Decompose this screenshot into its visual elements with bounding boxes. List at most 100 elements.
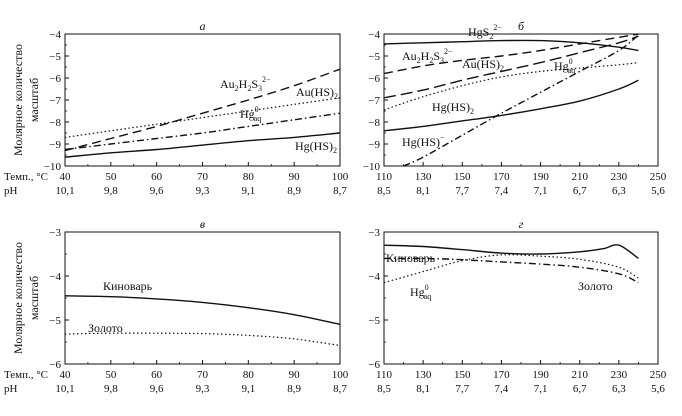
series-label: HgS22− bbox=[468, 23, 502, 41]
y-axis-title-bottom-line1: Молярное количество bbox=[11, 242, 25, 354]
x-axis-title-ph: pH bbox=[4, 383, 18, 395]
series-line bbox=[64, 68, 341, 152]
y-axis-title-bottom-line2: масштаб bbox=[27, 276, 41, 320]
x-axis-title-temp: Темп., °C bbox=[4, 171, 48, 183]
x-tick-label: 80 bbox=[243, 369, 255, 381]
y-tick-label: −3 bbox=[49, 227, 61, 239]
ph-tick-label: 9,3 bbox=[196, 383, 210, 395]
ph-tick-label: 7,4 bbox=[495, 185, 509, 197]
y-axis-title-top-line1: Молярное количество bbox=[11, 44, 25, 156]
y-tick-label: −5 bbox=[368, 315, 380, 327]
ph-tick-label: 7,1 bbox=[534, 383, 548, 395]
y-tick-label: −4 bbox=[368, 271, 380, 283]
series-line bbox=[383, 257, 639, 284]
panel-label: г bbox=[519, 217, 524, 231]
x-tick-label: 100 bbox=[332, 369, 349, 381]
x-tick-label: 130 bbox=[415, 369, 432, 381]
x-axis-title-ph: pH bbox=[4, 185, 18, 197]
chart-panel-в: в −3 −4 −5 −640 10,1 50 9,8 60 9,6 70 9,3 80 9,1 90 8,9… bbox=[4, 217, 349, 395]
y-tick-label: −6 bbox=[49, 73, 61, 85]
x-tick-label: 170 bbox=[493, 171, 510, 183]
ph-tick-label: 9,1 bbox=[241, 185, 255, 197]
x-tick-label: 100 bbox=[332, 171, 349, 183]
x-tick-label: 130 bbox=[415, 171, 432, 183]
series-label: Hg0 aq bbox=[410, 283, 431, 301]
y-tick-label: −6 bbox=[368, 73, 380, 85]
x-tick-label: 70 bbox=[197, 171, 209, 183]
y-tick-label: −4 bbox=[49, 271, 61, 283]
panel-label: б bbox=[518, 19, 525, 33]
x-tick-label: 40 bbox=[60, 171, 72, 183]
y-tick-label: −5 bbox=[49, 315, 61, 327]
ph-tick-label: 8,5 bbox=[377, 185, 391, 197]
x-tick-label: 210 bbox=[571, 369, 588, 381]
series-label: Hg(HS)2 bbox=[432, 100, 474, 116]
y-tick-label: −3 bbox=[368, 227, 380, 239]
ph-tick-label: 8,1 bbox=[416, 383, 430, 395]
y-tick-label: −7 bbox=[49, 95, 61, 107]
ph-tick-label: 7,1 bbox=[534, 185, 548, 197]
y-tick-label: −10 bbox=[363, 161, 381, 173]
y-tick-label: −9 bbox=[49, 139, 61, 151]
x-tick-label: 230 bbox=[611, 171, 628, 183]
series-line bbox=[383, 35, 639, 99]
ph-tick-label: 8,9 bbox=[287, 185, 301, 197]
y-tick-label: −6 bbox=[368, 359, 380, 371]
ph-tick-label: 8,9 bbox=[287, 383, 301, 395]
x-tick-label: 250 bbox=[650, 369, 667, 381]
x-tick-label: 170 bbox=[493, 369, 510, 381]
x-tick-label: 90 bbox=[289, 369, 301, 381]
y-tick-label: −10 bbox=[44, 161, 62, 173]
series-label: Au(HS)2 bbox=[296, 85, 338, 101]
ph-tick-label: 6,7 bbox=[573, 383, 587, 395]
series-label: Hg(HS)2 bbox=[295, 139, 337, 155]
series-label: Киноварь bbox=[386, 251, 436, 265]
ph-tick-label: 8,1 bbox=[416, 185, 430, 197]
y-axis-title-bottom: Молярное количество масштаб bbox=[11, 242, 41, 354]
series-label: Au2H2S32− bbox=[402, 47, 453, 65]
series-label: Золото bbox=[88, 321, 123, 335]
series-line bbox=[383, 33, 639, 75]
series-label: Au2H2S32− bbox=[220, 75, 271, 93]
series-line bbox=[64, 332, 341, 347]
ph-tick-label: 8,7 bbox=[333, 383, 347, 395]
y-tick-label: −4 bbox=[368, 29, 380, 41]
y-tick-label: −8 bbox=[49, 117, 61, 129]
ph-tick-label: 9,6 bbox=[150, 185, 164, 197]
x-tick-label: 80 bbox=[243, 171, 255, 183]
ph-tick-label: 5,6 bbox=[651, 185, 665, 197]
y-tick-label: −7 bbox=[368, 95, 380, 107]
series-line bbox=[383, 39, 639, 52]
ph-tick-label: 6,3 bbox=[612, 185, 626, 197]
x-axis-title-temp: Темп., °C bbox=[4, 369, 48, 381]
panel-label: а bbox=[200, 19, 206, 33]
y-tick-label: −4 bbox=[49, 29, 61, 41]
panel-label: в bbox=[200, 217, 205, 231]
x-tick-label: 60 bbox=[151, 171, 163, 183]
ph-tick-label: 6,3 bbox=[612, 383, 626, 395]
series-line bbox=[64, 295, 341, 326]
y-tick-label: −9 bbox=[368, 139, 380, 151]
y-tick-label: −8 bbox=[368, 117, 380, 129]
x-tick-label: 50 bbox=[105, 369, 117, 381]
x-tick-label: 90 bbox=[289, 171, 301, 183]
x-tick-label: 250 bbox=[650, 171, 667, 183]
ph-tick-label: 8,7 bbox=[333, 185, 347, 197]
x-tick-label: 150 bbox=[454, 369, 471, 381]
x-tick-label: 70 bbox=[197, 369, 209, 381]
ph-tick-label: 9,8 bbox=[104, 383, 118, 395]
y-axis-title-top: Молярное количество масштаб bbox=[11, 44, 41, 156]
y-axis-title-top-line2: масштаб bbox=[27, 78, 41, 122]
x-tick-label: 190 bbox=[532, 171, 549, 183]
x-tick-label: 110 bbox=[376, 171, 393, 183]
series-line bbox=[403, 34, 639, 167]
ph-tick-label: 5,6 bbox=[651, 383, 665, 395]
series-line bbox=[64, 97, 341, 138]
ph-tick-label: 7,4 bbox=[495, 383, 509, 395]
x-tick-label: 230 bbox=[611, 369, 628, 381]
plot-frame bbox=[64, 231, 341, 365]
series-label: Золото bbox=[578, 279, 613, 293]
